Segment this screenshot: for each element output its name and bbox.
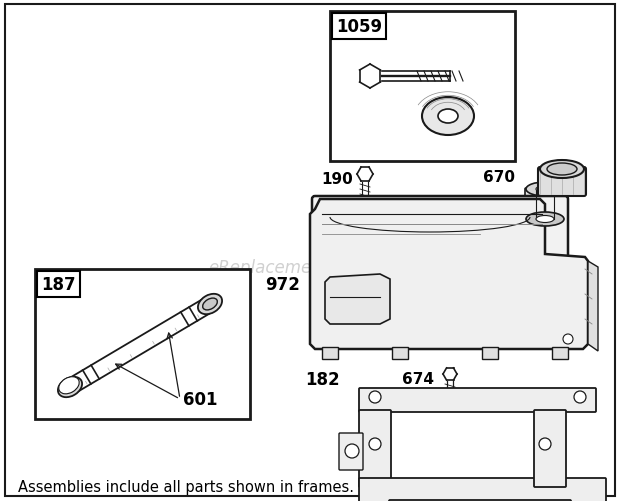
FancyBboxPatch shape (339, 433, 363, 470)
Polygon shape (325, 275, 390, 324)
Text: 601: 601 (183, 390, 218, 408)
Circle shape (369, 391, 381, 403)
Text: 182: 182 (306, 370, 340, 388)
Circle shape (345, 444, 359, 458)
Circle shape (369, 438, 381, 450)
Text: Assemblies include all parts shown in frames.: Assemblies include all parts shown in fr… (18, 479, 354, 494)
FancyBboxPatch shape (359, 410, 391, 487)
Polygon shape (310, 199, 588, 349)
Polygon shape (588, 262, 598, 351)
Text: 190: 190 (321, 172, 353, 187)
Bar (392, 347, 408, 359)
Ellipse shape (526, 212, 564, 226)
Text: 972: 972 (265, 276, 300, 294)
Ellipse shape (540, 161, 584, 179)
Bar (482, 347, 498, 359)
Ellipse shape (59, 377, 79, 394)
FancyBboxPatch shape (389, 500, 571, 501)
Ellipse shape (547, 164, 577, 176)
Circle shape (539, 438, 551, 450)
Ellipse shape (438, 110, 458, 124)
Ellipse shape (526, 183, 564, 196)
Text: 670: 670 (483, 170, 515, 185)
Circle shape (574, 391, 586, 403)
Bar (35, 270, 250, 419)
Text: 1059: 1059 (336, 18, 382, 36)
Bar (552, 347, 568, 359)
Text: 674: 674 (402, 372, 434, 387)
Bar (322, 347, 338, 359)
FancyBboxPatch shape (312, 196, 568, 342)
Circle shape (563, 334, 573, 344)
FancyBboxPatch shape (538, 168, 586, 196)
FancyBboxPatch shape (359, 388, 596, 412)
Ellipse shape (422, 98, 474, 136)
Ellipse shape (203, 299, 218, 310)
Text: eReplacementParts.com: eReplacementParts.com (208, 259, 412, 277)
Ellipse shape (536, 186, 554, 193)
Bar (330, 12, 515, 162)
Ellipse shape (58, 377, 82, 397)
FancyBboxPatch shape (359, 478, 606, 501)
Ellipse shape (63, 381, 78, 393)
Ellipse shape (198, 294, 222, 315)
Ellipse shape (536, 216, 554, 223)
FancyBboxPatch shape (534, 410, 566, 487)
FancyBboxPatch shape (525, 188, 565, 220)
Text: 187: 187 (41, 276, 76, 294)
